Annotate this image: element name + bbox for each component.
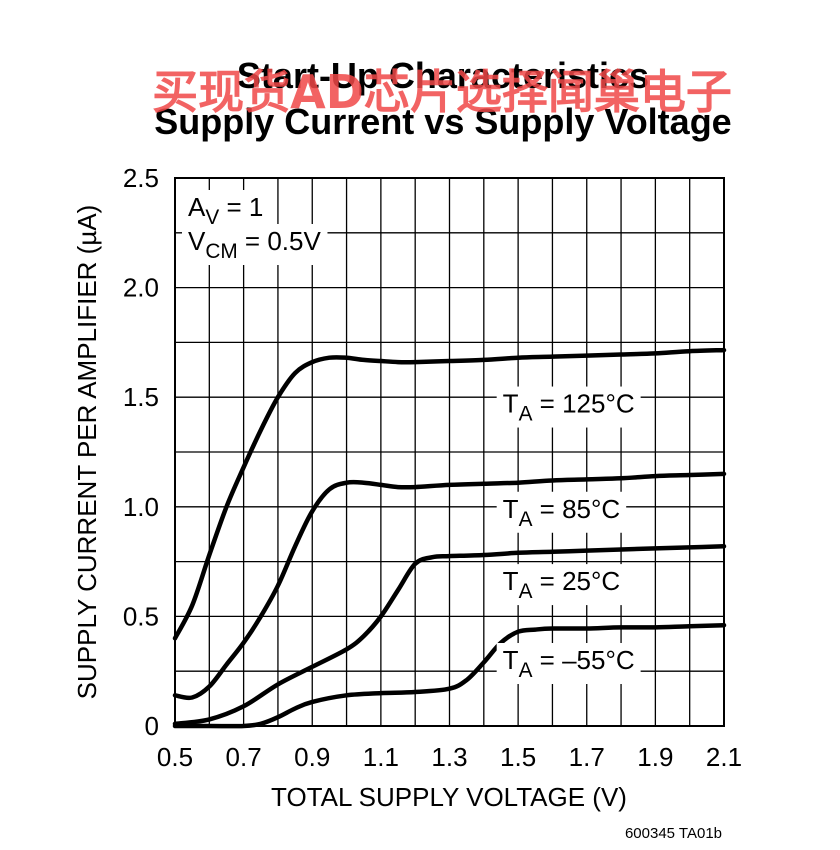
chart-title: Start-Up Characteristics	[237, 55, 649, 96]
y-axis-label: SUPPLY CURRENT PER AMPLIFIER (µA)	[72, 205, 102, 700]
y-tick-label: 0	[145, 711, 159, 741]
series-line-0	[172, 347, 727, 641]
x-tick-labels: 0.5 0.7 0.9 1.1 1.3 1.5 1.7 1.9 2.1	[157, 742, 742, 772]
plot-frame	[174, 177, 725, 727]
condition-vcm: VCM = 0.5V	[182, 224, 328, 265]
x-tick-label: 1.5	[500, 742, 536, 772]
y-tick-label: 1.5	[123, 382, 159, 412]
y-tick-label: 0.5	[123, 601, 159, 631]
x-tick-label: 0.5	[157, 742, 193, 772]
x-tick-label: 1.7	[569, 742, 605, 772]
svg-text:TA = 25°C: TA = 25°C	[503, 566, 621, 603]
x-tick-label: 0.7	[226, 742, 262, 772]
figure-code: 600345 TA01b	[625, 825, 722, 842]
svg-text:VCM = 0.5V: VCM = 0.5V	[188, 226, 321, 263]
x-tick-label: 2.1	[706, 742, 742, 772]
svg-text:TA = 125°C: TA = 125°C	[503, 389, 635, 426]
series-line-3	[172, 622, 727, 729]
x-tick-label: 1.3	[431, 742, 467, 772]
x-tick-label: 1.1	[363, 742, 399, 772]
series-line-2	[172, 544, 727, 727]
chart-subtitle: Supply Current vs Supply Voltage	[154, 101, 731, 142]
y-tick-labels: 0 0.5 1.0 1.5 2.0 2.5	[123, 163, 159, 741]
series-line-1	[172, 471, 727, 701]
y-tick-label: 1.0	[123, 492, 159, 522]
y-tick-label: 2.0	[123, 273, 159, 303]
series-label-2: TA = 25°C	[496, 564, 627, 606]
x-tick-label: 0.9	[294, 742, 330, 772]
watermark-text: 买现货AD芯片选择闻巢电子	[152, 65, 732, 119]
svg-text:AV = 1: AV = 1	[188, 192, 263, 229]
svg-text:TA = 85°C: TA = 85°C	[503, 494, 621, 531]
series-lines	[172, 347, 727, 729]
y-tick-label: 2.5	[123, 163, 159, 193]
series-label-3: TA = –55°C	[496, 643, 641, 685]
x-axis-label: TOTAL SUPPLY VOLTAGE (V)	[271, 782, 627, 812]
series-label-1: TA = 85°C	[496, 491, 627, 533]
x-tick-label: 1.9	[637, 742, 673, 772]
series-labels: TA = 125°C TA = 85°C TA = 25°C TA = –55°C	[496, 386, 641, 685]
series-label-0: TA = 125°C	[496, 386, 641, 428]
svg-text:TA = –55°C: TA = –55°C	[503, 645, 635, 682]
